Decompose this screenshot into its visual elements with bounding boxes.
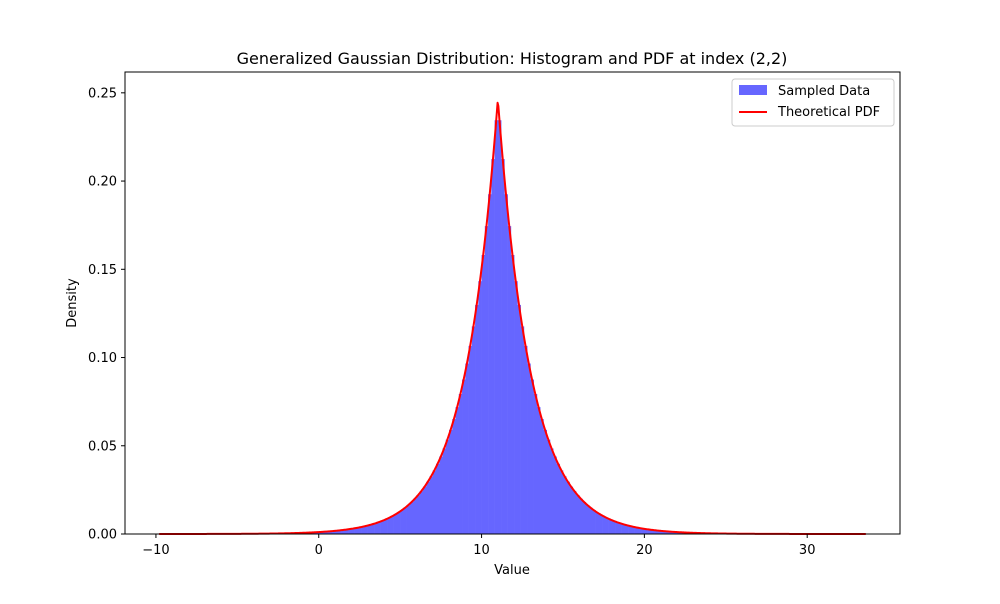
histogram-bar (524, 346, 528, 534)
histogram-bar (449, 430, 453, 534)
histogram-bar (420, 491, 424, 534)
histogram-bar (488, 194, 492, 534)
y-tick-label: 0.10 (88, 351, 117, 366)
histogram-bar (371, 524, 375, 534)
y-tick-label: 0.15 (88, 263, 117, 278)
chart-title: Generalized Gaussian Distribution: Histo… (237, 49, 788, 68)
histogram-bar (423, 487, 427, 534)
histogram-bar (387, 518, 391, 534)
histogram-bar (517, 305, 521, 534)
histogram-bar (433, 470, 437, 534)
histogram-bar (429, 476, 433, 534)
histogram-bar (586, 505, 590, 534)
histogram-bar (576, 495, 580, 534)
histogram-bar (403, 508, 407, 534)
histogram-bar (498, 120, 502, 534)
histogram-bar (436, 464, 440, 534)
histogram-bar (407, 505, 411, 534)
histogram-bar (602, 516, 606, 534)
histogram-bar (511, 255, 515, 534)
histogram-bar (462, 380, 466, 534)
legend-histogram-swatch (739, 85, 767, 95)
legend: Sampled Data Theoretical PDF (732, 79, 894, 126)
x-tick-label: −10 (142, 543, 169, 558)
histogram-bar (394, 514, 398, 534)
histogram-bar (482, 255, 486, 534)
histogram-bar (543, 430, 547, 534)
histogram-bar (569, 487, 573, 534)
histogram-bar (560, 470, 564, 534)
y-tick-label: 0.00 (88, 528, 117, 543)
x-tick-label: 0 (315, 543, 323, 558)
histogram-bar (410, 502, 414, 534)
x-tick-label: 20 (636, 543, 653, 558)
histogram-bar (416, 495, 420, 534)
x-tick-label: 30 (799, 543, 816, 558)
histogram-bar (472, 326, 476, 534)
histogram-bar (495, 120, 499, 534)
histogram-bar (566, 482, 570, 534)
histogram-bar (459, 394, 463, 534)
histogram-bar (547, 440, 551, 534)
histogram-bar (583, 502, 587, 534)
histogram-bar (618, 523, 622, 534)
y-tick-label: 0.25 (88, 86, 117, 101)
histogram-bar (426, 482, 430, 534)
histogram-bar (615, 522, 619, 534)
histogram-bar (534, 394, 538, 534)
histogram-bar (491, 159, 495, 534)
histogram-bar (550, 448, 554, 534)
histogram-bar (456, 407, 460, 534)
histogram-bar (390, 516, 394, 534)
histogram-bar (589, 508, 593, 534)
histogram-bar (609, 519, 613, 534)
histogram-bar (514, 281, 518, 534)
legend-label-theoretical-pdf: Theoretical PDF (777, 105, 880, 120)
histogram-bar (413, 499, 417, 534)
histogram-bar (530, 380, 534, 534)
histogram-bar (521, 326, 525, 534)
histogram-bar (439, 456, 443, 534)
histogram-bar (596, 512, 600, 534)
histogram-bar (478, 281, 482, 534)
histogram-bar (485, 226, 489, 534)
x-axis-label: Value (494, 563, 530, 578)
histogram-bar (442, 448, 446, 534)
histogram-bar (381, 521, 385, 534)
histogram-bar (599, 514, 603, 534)
histogram-bar (508, 226, 512, 534)
histogram-bar (579, 499, 583, 534)
histogram-bar (469, 346, 473, 534)
histogram-bar (501, 159, 505, 534)
histogram-bar (377, 522, 381, 534)
histogram-bar (504, 194, 508, 534)
y-tick-label: 0.20 (88, 175, 117, 190)
histogram-bar (622, 524, 626, 534)
histogram-bar (374, 523, 378, 534)
histogram-bar (446, 440, 450, 534)
histogram-bar (612, 521, 616, 534)
y-axis-label: Density (65, 278, 80, 328)
histogram-bar (592, 510, 596, 534)
histogram-bar (452, 419, 456, 534)
histogram-bar (540, 419, 544, 534)
x-tick-label: 10 (473, 543, 490, 558)
histogram-bar (553, 456, 557, 534)
histogram-bar (368, 525, 372, 534)
legend-label-sampled-data: Sampled Data (778, 84, 870, 99)
histogram-bar (537, 407, 541, 534)
histogram-bar (400, 510, 404, 534)
histogram-bar (384, 519, 388, 534)
histogram-bar (465, 364, 469, 534)
histogram-bar (556, 464, 560, 534)
y-tick-label: 0.05 (88, 439, 117, 454)
histogram-bar (573, 491, 577, 534)
histogram-bar (563, 476, 567, 534)
histogram-bar (397, 512, 401, 534)
histogram-bar (475, 305, 479, 534)
histogram-bar (605, 518, 609, 534)
histogram-bar (527, 364, 531, 534)
